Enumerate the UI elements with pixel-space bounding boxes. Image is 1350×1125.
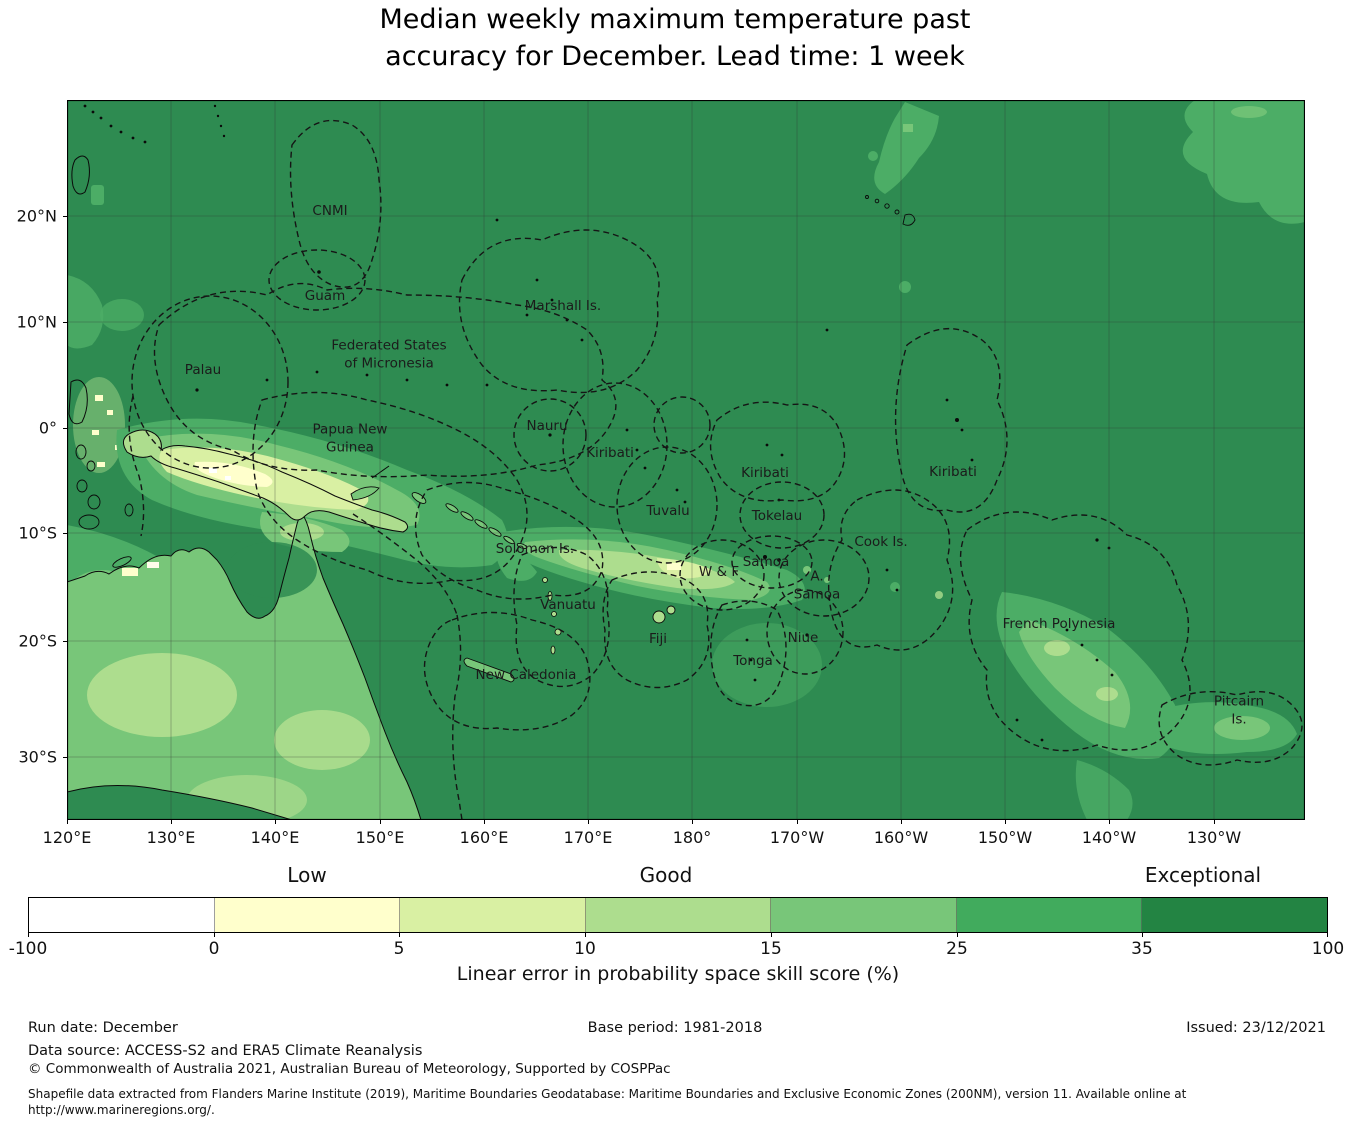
- map-canvas: [67, 100, 1305, 820]
- eez-boundaries: [128, 119, 1303, 820]
- colorbar-descriptor-label: Low: [287, 863, 327, 887]
- colorbar-tick-label: 0: [208, 939, 220, 959]
- figure-title-line1: Median weekly maximum temperature past: [379, 4, 971, 35]
- x-tick-label: 140°E: [250, 828, 300, 847]
- x-tick-label: 180°: [672, 828, 712, 847]
- colorbar-tick-mark: [585, 933, 586, 937]
- x-tick-label: 120°E: [42, 828, 92, 847]
- shapefile-credit-line1: Shapefile data extracted from Flanders M…: [28, 1087, 1187, 1101]
- colorbar-tick-label: 25: [946, 939, 968, 959]
- map-border: [67, 100, 1305, 820]
- y-tick-label: 10°N: [16, 312, 57, 332]
- colorbar-tick-label: 10: [574, 939, 596, 959]
- x-tick-mark: [380, 820, 381, 824]
- x-tick-label: 160°W: [873, 828, 929, 847]
- data-source: Data source: ACCESS-S2 and ERA5 Climate …: [28, 1043, 423, 1059]
- colorbar-tick-mark: [214, 933, 215, 937]
- x-tick-mark: [67, 820, 68, 824]
- shapefile-credit-line2: http://www.marineregions.org/.: [28, 1103, 215, 1117]
- atoll-dots: [83, 104, 1114, 742]
- colorbar-caption: Linear error in probability space skill …: [456, 963, 900, 985]
- y-tick-mark: [63, 428, 67, 429]
- issued-date: Issued: 23/12/2021: [1186, 1020, 1326, 1036]
- y-tick-mark: [63, 533, 67, 534]
- y-tick-label: 20°S: [18, 631, 57, 651]
- colorbar-segment: [956, 898, 1143, 932]
- y-tick-mark: [63, 757, 67, 758]
- x-tick-label: 140°W: [1081, 828, 1137, 847]
- y-axis: 20°N 10°N 0° 10°S 20°S 30°S: [0, 100, 67, 820]
- colorbar-descriptor-label: Good: [639, 863, 693, 887]
- x-tick-mark: [275, 820, 276, 824]
- colorbar-segment: [771, 898, 957, 932]
- y-tick-label: 20°N: [16, 206, 57, 226]
- y-tick-mark: [63, 216, 67, 217]
- colorbar-segment: [400, 898, 586, 932]
- graticule: [67, 100, 1305, 820]
- colorbar: [28, 897, 1328, 933]
- x-tick-mark: [171, 820, 172, 824]
- x-tick-mark: [484, 820, 485, 824]
- colorbar-tick-mark: [957, 933, 958, 937]
- run-date: Run date: December: [28, 1020, 178, 1036]
- colorbar-tick-label: 35: [1131, 939, 1153, 959]
- colorbar-tick-mark: [1327, 933, 1328, 937]
- colorbar-segment: [29, 898, 215, 932]
- x-tick-mark: [588, 820, 589, 824]
- x-tick-label: 170°E: [563, 828, 613, 847]
- x-tick-mark: [692, 820, 693, 824]
- colorbar-tick-label: 15: [760, 939, 782, 959]
- colorbar-descriptors: Low Good Exceptional: [28, 863, 1328, 891]
- colorbar-descriptor-label: Exceptional: [1144, 863, 1262, 887]
- colorbar-tick-mark: [28, 933, 29, 937]
- x-tick-label: 130°E: [146, 828, 196, 847]
- x-axis: 120°E 130°E 140°E 150°E 160°E 170°E 180° 170°W 1…: [43, 820, 1305, 865]
- figure-title-line2: accuracy for December. Lead time: 1 week: [385, 41, 965, 72]
- colorbar-segment: [585, 898, 772, 932]
- landmass-layer: [67, 104, 1114, 820]
- x-tick-label: 160°E: [459, 828, 509, 847]
- colorbar-tick-mark: [1142, 933, 1143, 937]
- x-tick-label: 170°W: [769, 828, 825, 847]
- x-tick-mark: [1005, 820, 1006, 824]
- y-tick-mark: [63, 641, 67, 642]
- y-tick-label: 0°: [38, 418, 57, 438]
- base-period: Base period: 1981-2018: [587, 1020, 763, 1036]
- x-tick-mark: [901, 820, 902, 824]
- colorbar-tick-mark: [399, 933, 400, 937]
- colorbar-segment: [1142, 898, 1328, 932]
- x-tick-label: 150°E: [355, 828, 405, 847]
- x-tick-mark: [1214, 820, 1215, 824]
- colorbar-tick-label: 100: [1311, 939, 1345, 959]
- x-tick-mark: [797, 820, 798, 824]
- colorbar-tick-label: 5: [393, 939, 405, 959]
- y-tick-mark: [63, 322, 67, 323]
- colorbar-tick-label: -100: [8, 939, 48, 959]
- x-tick-mark: [1109, 820, 1110, 824]
- figure-title: Median weekly maximum temperature past a…: [0, 1, 1350, 75]
- map-panel: CNMI Guam Marshall Is. Federated States of …: [67, 100, 1305, 820]
- colorbar-tick-mark: [771, 933, 772, 937]
- colorbar-ticks: -100 0 5 10 15 25 35 100: [9, 933, 1344, 967]
- x-tick-label: 130°W: [1186, 828, 1242, 847]
- copyright: © Commonwealth of Australia 2021, Austra…: [28, 1061, 671, 1077]
- x-tick-label: 150°W: [977, 828, 1033, 847]
- y-tick-label: 30°S: [18, 747, 57, 767]
- y-tick-label: 10°S: [18, 523, 57, 543]
- colorbar-segment: [214, 898, 401, 932]
